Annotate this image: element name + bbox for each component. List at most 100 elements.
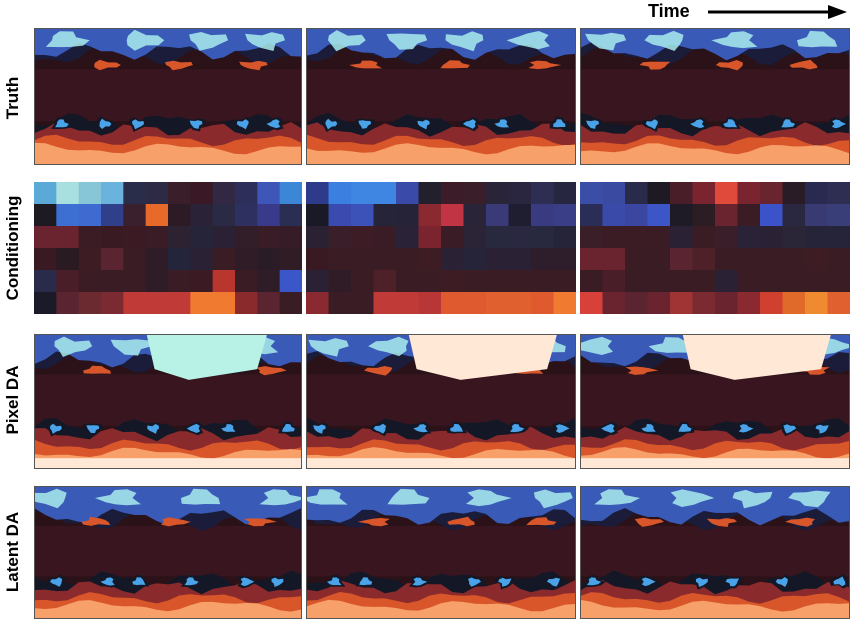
- conditioning-cell: [123, 270, 147, 293]
- conditioning-cell: [418, 248, 442, 271]
- conditioning-cell: [101, 204, 124, 227]
- conditioning-cell: [782, 292, 806, 314]
- conditioning-cell: [78, 292, 102, 314]
- conditioning-cell: [168, 204, 191, 227]
- conditioning-cell: [647, 270, 671, 293]
- conditioning-cell: [257, 204, 281, 227]
- conditioning-cell: [531, 182, 554, 205]
- conditioning-cell: [827, 204, 850, 227]
- conditioning-cell: [418, 292, 442, 314]
- field-map-conditioning: [306, 182, 576, 314]
- conditioning-cell: [279, 182, 302, 205]
- conditioning-cell: [190, 270, 214, 293]
- conditioning-cell: [306, 292, 329, 314]
- field-map-truth: [306, 28, 576, 165]
- conditioning-cell: [418, 270, 442, 293]
- conditioning-cell: [441, 226, 464, 249]
- conditioning-cell: [279, 226, 302, 249]
- conditioning-cell: [123, 204, 147, 227]
- conditioning-cell: [827, 226, 850, 249]
- conditioning-cell: [418, 204, 442, 227]
- conditioning-cell: [441, 204, 464, 227]
- conditioning-cell: [508, 204, 532, 227]
- conditioning-cell: [212, 182, 236, 205]
- panel-pixel-da-t1: [34, 334, 302, 469]
- conditioning-cell: [101, 182, 124, 205]
- conditioning-cell: [625, 226, 648, 249]
- conditioning-cell: [306, 182, 329, 205]
- conditioning-cell: [101, 248, 124, 271]
- field-map-conditioning: [580, 182, 850, 314]
- row-label-pixel-da: Pixel DA: [3, 365, 22, 435]
- field-map-pixel-da: [34, 334, 302, 469]
- conditioning-cell: [508, 226, 532, 249]
- conditioning-cell: [34, 226, 57, 249]
- conditioning-cell: [531, 226, 554, 249]
- conditioning-cell: [396, 226, 419, 249]
- conditioning-cell: [351, 204, 374, 227]
- panel-conditioning-t2: [306, 182, 576, 314]
- row-label-truth: Truth: [3, 76, 22, 120]
- conditioning-cell: [257, 270, 281, 293]
- conditioning-cell: [328, 270, 352, 293]
- conditioning-cell: [827, 292, 850, 314]
- conditioning-cell: [692, 226, 716, 249]
- conditioning-cell: [553, 248, 576, 271]
- panel-truth-t2: [306, 28, 576, 165]
- conditioning-cell: [235, 204, 258, 227]
- conditioning-cell: [670, 204, 693, 227]
- conditioning-cell: [418, 226, 442, 249]
- conditioning-cell: [486, 182, 509, 205]
- conditioning-cell: [760, 182, 783, 205]
- panel-pixel-da-t2: [306, 334, 576, 469]
- conditioning-cell: [508, 292, 532, 314]
- conditioning-cell: [145, 292, 169, 314]
- field-map-latent-da: [34, 486, 302, 619]
- conditioning-cell: [760, 270, 783, 293]
- conditioning-cell: [760, 204, 783, 227]
- conditioning-cell: [190, 292, 214, 314]
- panel-truth-t3: [580, 28, 850, 165]
- conditioning-cell: [396, 182, 419, 205]
- conditioning-cell: [328, 248, 352, 271]
- conditioning-cell: [78, 204, 102, 227]
- conditioning-cell: [373, 204, 397, 227]
- conditioning-cell: [827, 248, 850, 271]
- conditioning-cell: [508, 270, 532, 293]
- conditioning-cell: [101, 226, 124, 249]
- conditioning-cell: [508, 248, 532, 271]
- conditioning-cell: [692, 292, 716, 314]
- field-map-pixel-da: [306, 334, 576, 469]
- conditioning-cell: [168, 292, 191, 314]
- conditioning-cell: [145, 226, 169, 249]
- conditioning-cell: [56, 226, 80, 249]
- conditioning-cell: [257, 182, 281, 205]
- conditioning-cell: [692, 248, 716, 271]
- conditioning-cell: [56, 270, 80, 293]
- conditioning-cell: [212, 248, 236, 271]
- conditioning-cell: [257, 292, 281, 314]
- conditioning-cell: [463, 270, 487, 293]
- conditioning-cell: [306, 226, 329, 249]
- conditioning-cell: [396, 248, 419, 271]
- conditioning-cell: [212, 204, 236, 227]
- conditioning-cell: [441, 270, 464, 293]
- conditioning-cell: [692, 204, 716, 227]
- conditioning-cell: [101, 292, 124, 314]
- conditioning-cell: [279, 204, 302, 227]
- conditioning-cell: [670, 292, 693, 314]
- conditioning-cell: [827, 182, 850, 205]
- conditioning-cell: [78, 248, 102, 271]
- conditioning-cell: [441, 292, 464, 314]
- conditioning-cell: [602, 248, 626, 271]
- conditioning-cell: [235, 270, 258, 293]
- conditioning-cell: [463, 292, 487, 314]
- conditioning-cell: [782, 248, 806, 271]
- conditioning-cell: [306, 204, 329, 227]
- conditioning-cell: [647, 292, 671, 314]
- conditioning-cell: [190, 204, 214, 227]
- conditioning-cell: [212, 292, 236, 314]
- conditioning-cell: [625, 204, 648, 227]
- field-map-conditioning: [34, 182, 302, 314]
- conditioning-cell: [827, 270, 850, 293]
